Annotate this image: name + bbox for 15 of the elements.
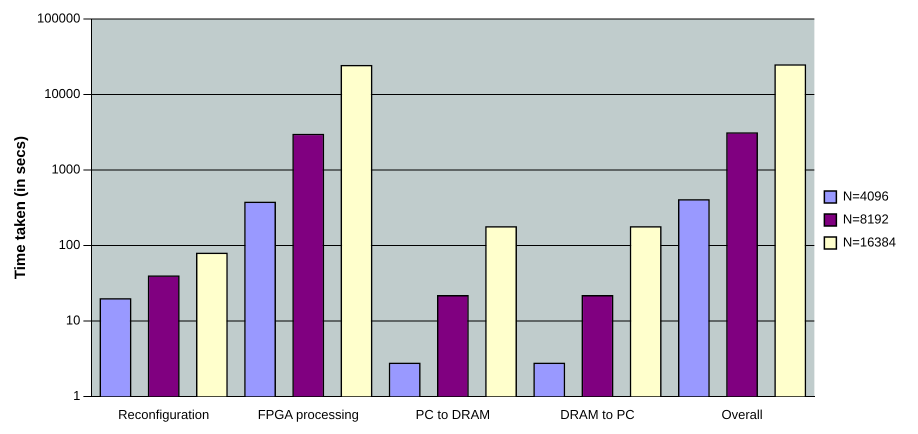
y-tick-label: 100 (58, 236, 80, 252)
y-tick-label: 1 (73, 388, 80, 403)
legend-label: N=8192 (842, 212, 889, 227)
y-axis-title: Time taken (in secs) (12, 136, 30, 280)
legend-label: N=4096 (842, 188, 889, 204)
x-tick-label: DRAM to PC (560, 406, 635, 422)
legend-label: N=16384 (842, 234, 896, 250)
y-tick-label: 1000 (51, 161, 80, 176)
x-tick-label: PC to DRAM (416, 406, 490, 422)
y-tick-label: 10 (66, 312, 80, 328)
y-tick-label: 100000 (36, 10, 80, 26)
x-tick-label: FPGA processing (258, 406, 359, 422)
x-tick-label: Reconfiguration (118, 406, 210, 422)
y-tick-label: 10000 (44, 86, 80, 101)
x-tick-label: Overall (721, 406, 763, 422)
